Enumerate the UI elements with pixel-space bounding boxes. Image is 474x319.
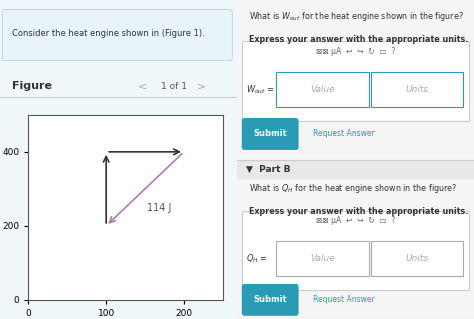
Text: >: > xyxy=(197,81,206,91)
Text: Units: Units xyxy=(406,254,428,263)
Text: Value: Value xyxy=(310,85,335,94)
Text: Express your answer with the appropriate units.: Express your answer with the appropriate… xyxy=(249,207,468,216)
Text: Request Answer: Request Answer xyxy=(313,295,374,304)
FancyBboxPatch shape xyxy=(371,241,463,276)
FancyBboxPatch shape xyxy=(2,10,232,61)
Text: What is $Q_H$ for the heat engine shown in the figure?: What is $Q_H$ for the heat engine shown … xyxy=(249,182,457,195)
Text: Value: Value xyxy=(310,254,335,263)
Text: Request Answer: Request Answer xyxy=(313,130,374,138)
Text: 1 of 1: 1 of 1 xyxy=(161,82,187,91)
FancyBboxPatch shape xyxy=(242,118,299,150)
Text: 114 J: 114 J xyxy=(146,203,171,213)
FancyBboxPatch shape xyxy=(237,160,474,179)
Text: $Q_H$ =: $Q_H$ = xyxy=(246,252,268,265)
FancyBboxPatch shape xyxy=(276,72,369,107)
Text: Consider the heat engine shown in (Figure 1).: Consider the heat engine shown in (Figur… xyxy=(12,29,205,38)
FancyBboxPatch shape xyxy=(276,241,369,276)
Text: Figure: Figure xyxy=(12,81,52,91)
Text: Units: Units xyxy=(406,85,428,94)
Text: Submit: Submit xyxy=(253,130,287,138)
Text: ▼  Part B: ▼ Part B xyxy=(246,165,291,174)
Text: ⊠⊠ μA  ↩  ↪  ↻  ▭  ?: ⊠⊠ μA ↩ ↪ ↻ ▭ ? xyxy=(316,216,395,225)
Text: Express your answer with the appropriate units.: Express your answer with the appropriate… xyxy=(249,35,468,44)
Text: What is $W_{out}$ for the heat engine shown in the figure?: What is $W_{out}$ for the heat engine sh… xyxy=(249,10,464,23)
Text: Submit: Submit xyxy=(253,295,287,304)
FancyBboxPatch shape xyxy=(242,284,299,316)
Text: <: < xyxy=(137,81,147,91)
FancyBboxPatch shape xyxy=(371,72,463,107)
Text: ⊠⊠ μA  ↩  ↪  ↻  ▭  ?: ⊠⊠ μA ↩ ↪ ↻ ▭ ? xyxy=(316,47,395,56)
FancyBboxPatch shape xyxy=(242,41,469,121)
FancyBboxPatch shape xyxy=(242,211,469,290)
Text: $W_{out}$ =: $W_{out}$ = xyxy=(246,83,275,96)
